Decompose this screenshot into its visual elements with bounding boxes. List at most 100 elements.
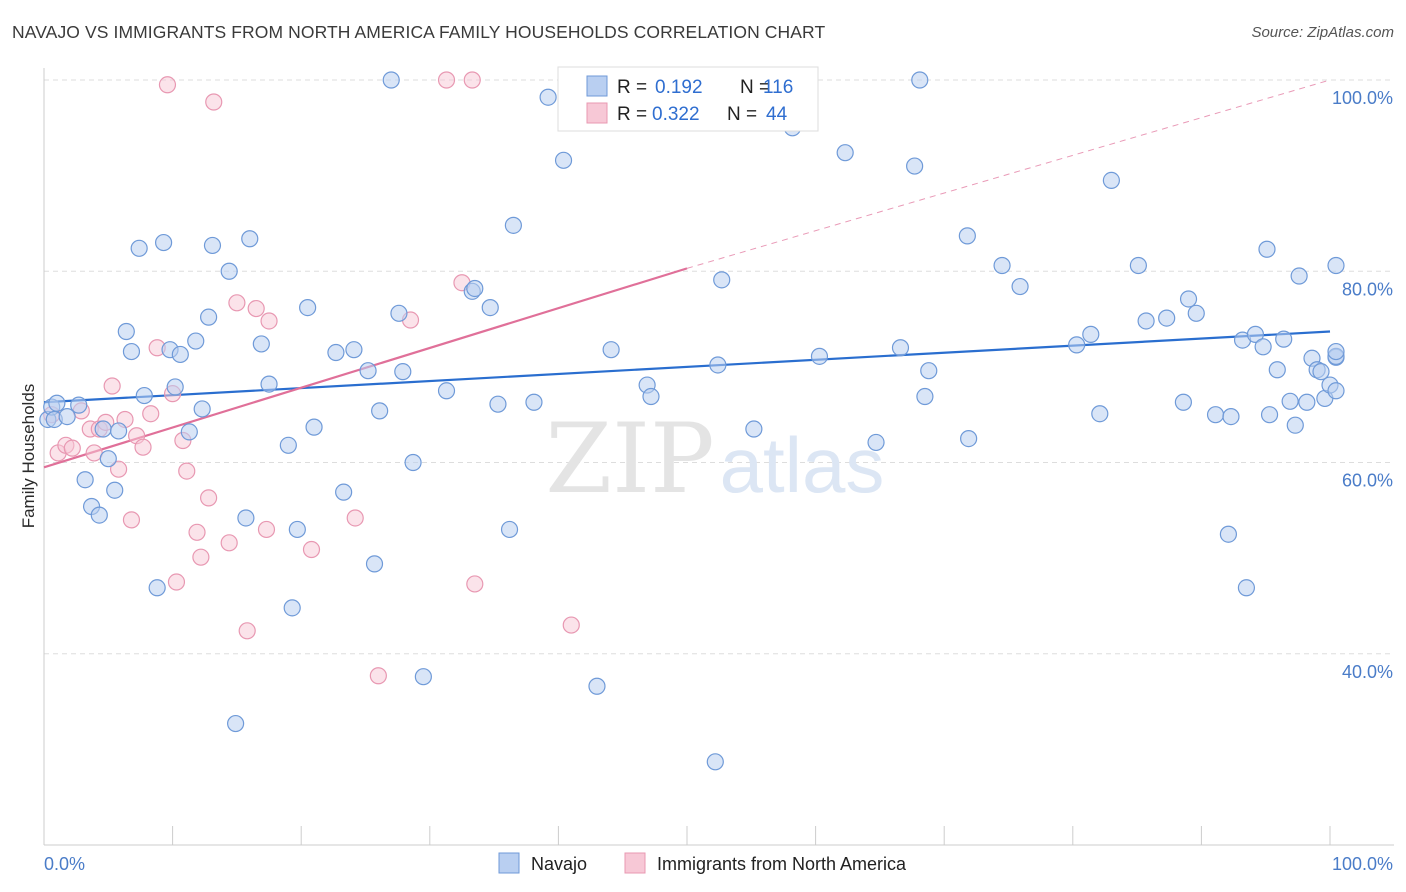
point-navajo — [1290, 267, 1308, 285]
point-navajo — [283, 599, 301, 617]
bottom-legend-swatch-immigrants — [624, 852, 646, 874]
point-navajo — [76, 471, 94, 489]
point-navajo — [1068, 336, 1086, 354]
point-navajo — [48, 394, 66, 412]
source-label: Source: ZipAtlas.com — [1251, 24, 1394, 41]
point-navajo — [466, 279, 484, 298]
point-immigrants — [260, 312, 278, 330]
point-immigrants — [437, 71, 456, 89]
point-navajo — [227, 714, 245, 733]
point-navajo — [554, 151, 573, 169]
trend-line-immigrants-extension — [686, 79, 1331, 269]
point-navajo — [58, 408, 76, 426]
point-navajo — [745, 420, 763, 438]
point-navajo — [1222, 408, 1240, 426]
point-navajo — [371, 402, 389, 420]
bottom-legend-immigrants: Immigrants from North America — [657, 854, 907, 874]
point-navajo — [382, 71, 400, 89]
legend-r-label-1: R = — [617, 77, 647, 98]
point-immigrants — [188, 523, 206, 541]
point-immigrants — [238, 622, 256, 640]
point-navajo — [993, 256, 1011, 275]
point-immigrants — [167, 573, 186, 591]
y-tick-label: 100.0% — [1332, 88, 1393, 108]
series-legend: Navajo Immigrants from North America — [498, 852, 907, 874]
point-navajo — [1129, 256, 1147, 275]
point-navajo — [122, 342, 141, 361]
point-navajo — [1268, 361, 1286, 379]
point-navajo — [1219, 525, 1238, 543]
point-navajo — [390, 304, 408, 322]
point-navajo — [867, 433, 885, 452]
point-navajo — [1260, 406, 1279, 424]
point-navajo — [489, 395, 507, 413]
point-navajo — [1312, 363, 1330, 381]
point-navajo — [1158, 309, 1176, 327]
point-navajo — [481, 298, 499, 317]
point-immigrants — [247, 299, 265, 318]
point-navajo — [836, 144, 854, 162]
point-navajo — [260, 375, 278, 393]
point-navajo — [709, 356, 727, 374]
point-navajo — [960, 429, 978, 448]
point-navajo — [810, 347, 829, 365]
legend-r-value-1: 0.192 — [655, 77, 703, 98]
bottom-legend-navajo: Navajo — [531, 854, 587, 874]
point-navajo — [1275, 330, 1293, 348]
point-navajo — [327, 343, 345, 362]
point-immigrants — [63, 439, 81, 457]
legend-r-label-2: R = — [617, 104, 647, 125]
point-navajo — [130, 239, 148, 257]
point-navajo — [1254, 338, 1272, 356]
point-immigrants — [346, 509, 364, 527]
point-navajo — [958, 227, 976, 245]
x-tick-labels: 0.0% 100.0% — [44, 854, 1393, 874]
legend-n-label-1: N = — [740, 77, 770, 98]
point-navajo — [220, 262, 238, 280]
point-immigrants — [134, 438, 152, 456]
watermark: ZIP atlas — [545, 403, 884, 515]
point-navajo — [906, 157, 924, 175]
point-navajo — [706, 753, 724, 771]
point-immigrants — [463, 71, 481, 89]
point-navajo — [180, 423, 198, 441]
point-navajo — [70, 396, 88, 414]
trend-line-navajo — [43, 330, 1331, 404]
y-tick-labels: 40.0% 60.0% 80.0% 100.0% — [1332, 88, 1393, 682]
point-immigrants — [178, 462, 196, 480]
point-navajo — [203, 236, 222, 255]
point-immigrants — [220, 534, 238, 552]
point-navajo — [525, 393, 543, 411]
point-navajo — [187, 332, 205, 350]
point-immigrants — [369, 667, 387, 685]
point-navajo — [288, 520, 306, 539]
point-navajo — [200, 308, 218, 326]
point-navajo — [237, 509, 255, 527]
point-navajo — [171, 345, 189, 364]
bottom-legend-swatch-navajo — [498, 852, 520, 874]
point-immigrants — [109, 460, 128, 478]
y-tick-label: 40.0% — [1342, 662, 1393, 682]
point-navajo — [1082, 325, 1100, 343]
point-navajo — [920, 362, 938, 380]
point-navajo — [1286, 416, 1304, 434]
legend-n-value-1: 116 — [763, 77, 793, 98]
point-immigrants — [562, 616, 580, 634]
point-navajo — [1137, 312, 1155, 330]
grid-lines — [44, 79, 1394, 655]
point-navajo — [437, 382, 456, 400]
legend-r-value-2: 0.322 — [652, 104, 700, 125]
point-navajo — [135, 386, 153, 405]
legend-swatch-navajo — [586, 75, 608, 97]
point-navajo — [911, 71, 929, 89]
point-navajo — [365, 555, 384, 573]
y-tick-label: 60.0% — [1342, 471, 1393, 491]
point-navajo — [1258, 240, 1276, 258]
point-navajo — [1327, 342, 1345, 361]
x-tick-label-min: 0.0% — [44, 854, 85, 874]
point-navajo — [642, 387, 660, 406]
points-navajo — [39, 71, 1345, 771]
x-tick-label-max: 100.0% — [1332, 854, 1393, 874]
point-navajo — [1091, 405, 1109, 423]
